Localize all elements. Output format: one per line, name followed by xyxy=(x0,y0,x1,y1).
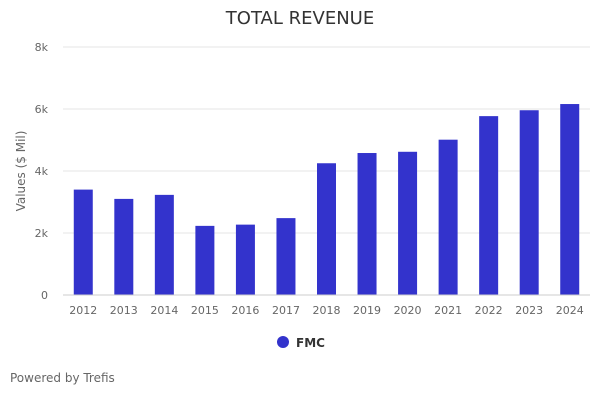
x-tick-label: 2012 xyxy=(69,304,97,317)
y-axis-ticks: 0 2k 4k 6k 8k xyxy=(35,41,49,302)
x-tick-label: 2018 xyxy=(313,304,341,317)
x-tick-label: 2014 xyxy=(150,304,178,317)
x-tick-label: 2013 xyxy=(110,304,138,317)
bar-2020[interactable] xyxy=(398,151,418,295)
bar-2024[interactable] xyxy=(560,104,580,295)
x-tick-label: 2015 xyxy=(191,304,219,317)
x-tick-label: 2024 xyxy=(556,304,584,317)
x-tick-label: 2023 xyxy=(515,304,543,317)
bar-2022[interactable] xyxy=(479,116,499,295)
x-tick-label: 2021 xyxy=(434,304,462,317)
x-tick-label: 2017 xyxy=(272,304,300,317)
bar-2016[interactable] xyxy=(235,224,255,295)
legend[interactable]: FMC xyxy=(277,336,325,350)
bar-2014[interactable] xyxy=(154,194,174,295)
x-tick-label: 2019 xyxy=(353,304,381,317)
y-tick-label: 2k xyxy=(35,227,49,240)
legend-marker-fmc xyxy=(277,336,289,348)
x-tick-label: 2020 xyxy=(394,304,422,317)
x-tick-label: 2022 xyxy=(475,304,503,317)
bar-2012[interactable] xyxy=(73,189,93,295)
chart-title: TOTAL REVENUE xyxy=(225,8,374,29)
y-tick-label: 0 xyxy=(41,289,48,302)
y-tick-label: 4k xyxy=(35,165,49,178)
bar-2018[interactable] xyxy=(317,163,336,295)
bar-2021[interactable] xyxy=(438,139,458,295)
y-tick-label: 6k xyxy=(35,103,49,116)
legend-label-fmc[interactable]: FMC xyxy=(296,336,325,350)
x-tick-label: 2016 xyxy=(231,304,259,317)
credit-link[interactable]: Powered by Trefis xyxy=(10,371,115,385)
bar-2013[interactable] xyxy=(114,198,134,295)
bar-2017[interactable] xyxy=(276,218,296,295)
x-axis-ticks: 2012 2013 2014 2015 2016 2017 2018 2019 2020 2021… xyxy=(69,304,583,317)
y-tick-label: 8k xyxy=(35,41,49,54)
bar-2023[interactable] xyxy=(519,110,539,296)
bar-2019[interactable] xyxy=(357,153,377,295)
y-axis-title: Values ($ Mil) xyxy=(14,131,28,212)
bar-2015[interactable] xyxy=(195,225,215,295)
bars xyxy=(73,104,580,296)
